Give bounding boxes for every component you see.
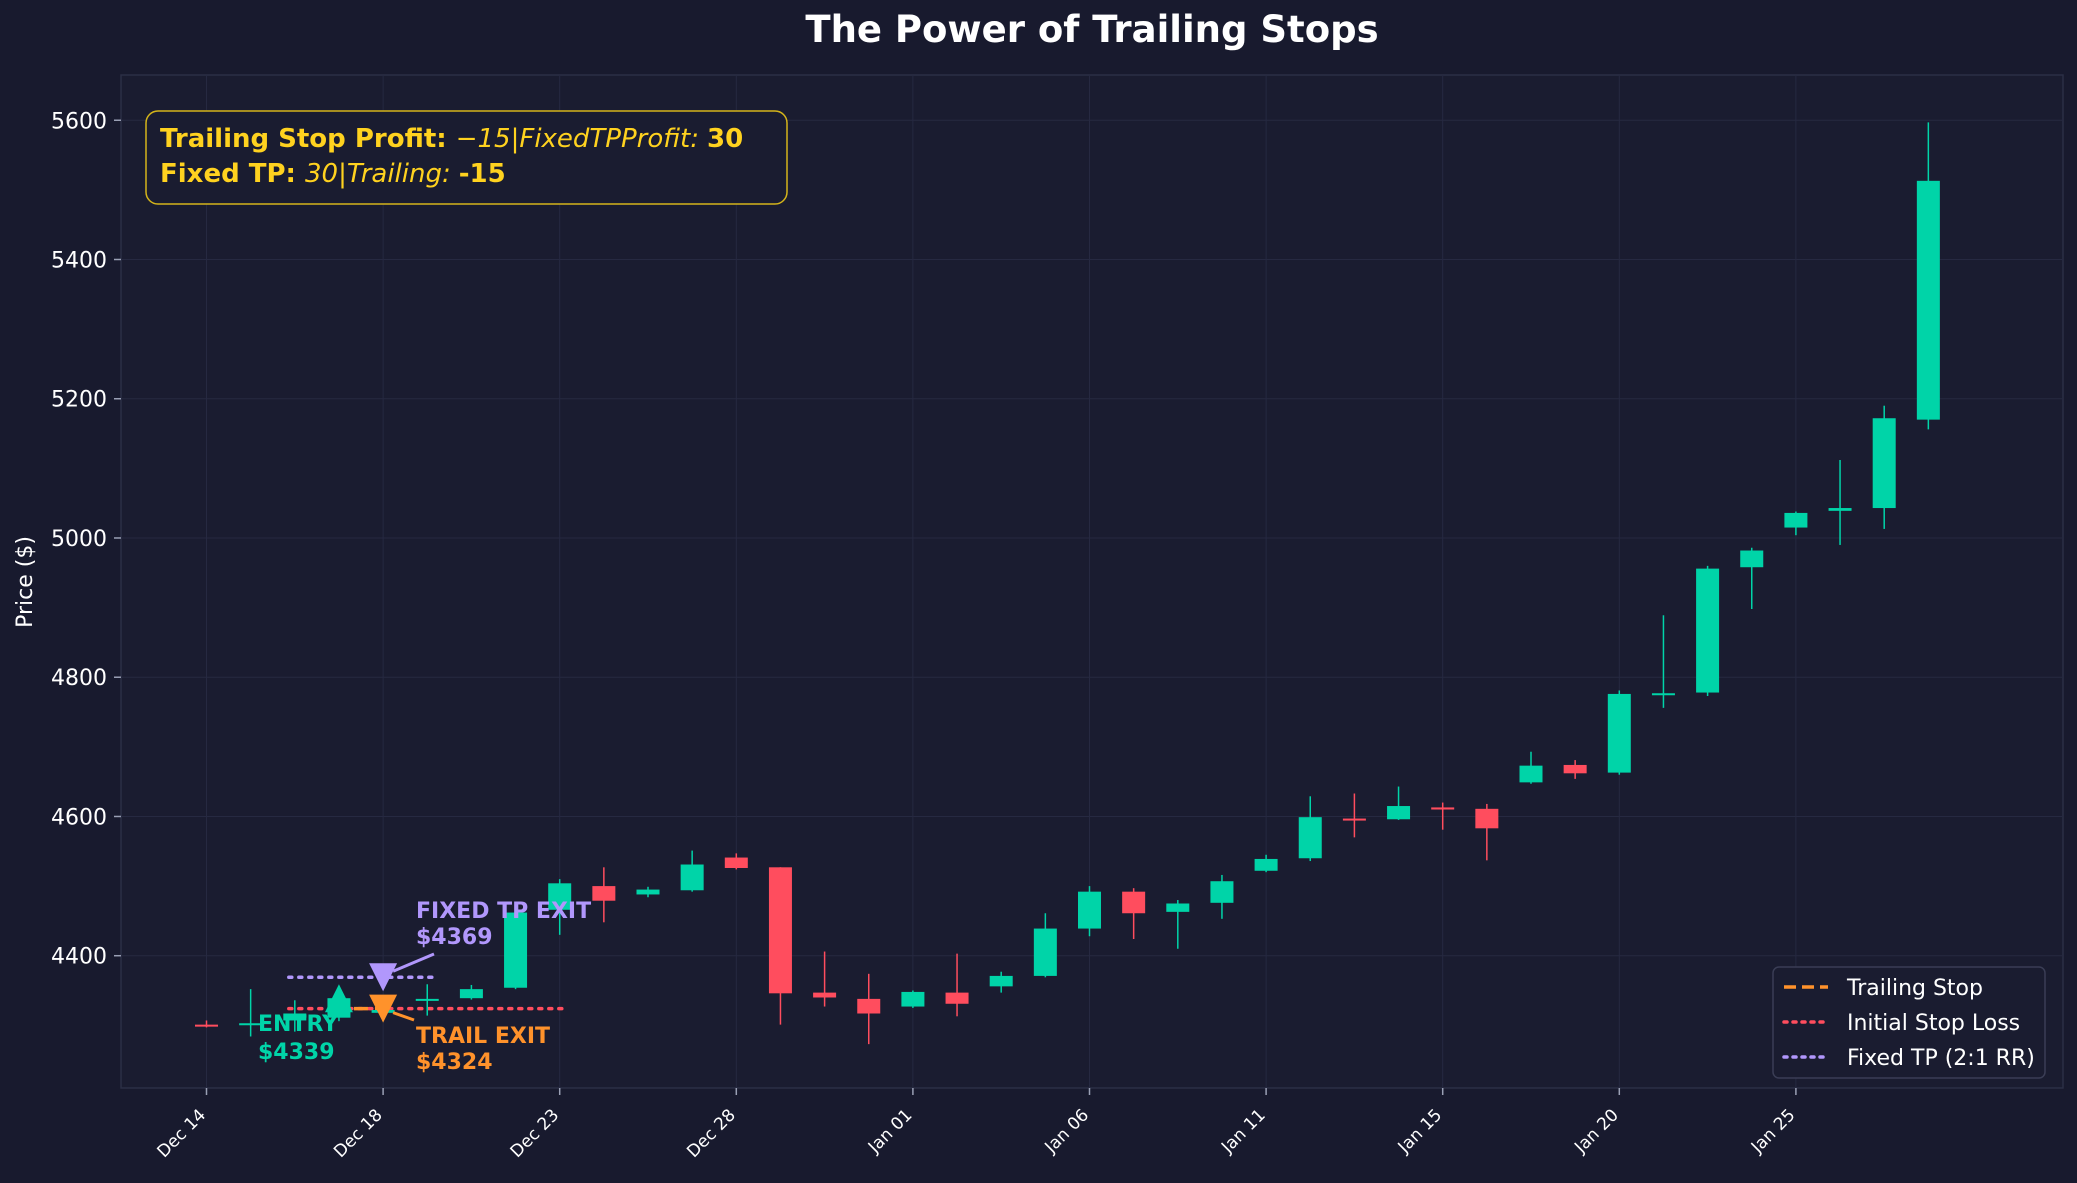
grid: [121, 75, 2063, 1088]
candle-body: [283, 1013, 307, 1021]
candle-body: [195, 1024, 218, 1027]
fixed-tp-arrow: [392, 952, 435, 973]
candle-body: [1033, 928, 1057, 976]
trail-exit-arrow: [392, 1011, 415, 1022]
trail-exit-label: TRAIL EXIT: [416, 1024, 550, 1049]
legend-label-initial-stop: Initial Stop Loss: [1847, 1011, 2020, 1036]
chart-title: The Power of Trailing Stops: [805, 8, 1378, 51]
candle-body: [239, 1023, 263, 1026]
y-tick-label: 5600: [51, 109, 107, 134]
candle-body: [1651, 693, 1675, 696]
candle-body: [1342, 818, 1366, 821]
fixed-tp-exit-marker-icon: [369, 963, 398, 992]
candle-body: [1298, 817, 1322, 859]
candle-body: [1916, 180, 1940, 420]
candle-body: [1254, 858, 1278, 871]
candle-body: [1828, 508, 1852, 511]
candle-body: [592, 886, 616, 901]
candle-body: [1431, 807, 1455, 810]
candle-body: [1784, 512, 1808, 528]
legend-label-fixed-tp: Fixed TP (2:1 RR): [1847, 1046, 2035, 1071]
info-line-1: Trailing Stop Profit: −15|FixedTPProfit:…: [160, 124, 743, 154]
candle-body: [1563, 764, 1587, 774]
info-line-1-math: −15|FixedTPProfit:: [456, 124, 699, 154]
candle-body: [1210, 881, 1234, 903]
y-tick-label: 5200: [51, 388, 107, 413]
info-line-2-value: -15: [459, 159, 506, 189]
candle-body: [945, 992, 969, 1004]
candle-body: [1475, 808, 1499, 829]
trail-exit-price-label: $4324: [416, 1050, 493, 1075]
trail-exit-marker-icon: [369, 994, 398, 1023]
entry-price-label: $4339: [258, 1040, 335, 1065]
candle-body: [1166, 903, 1190, 912]
candle-body: [989, 975, 1013, 987]
candle-body: [504, 912, 528, 988]
legend-label-trailing-stop: Trailing Stop: [1846, 976, 1983, 1001]
info-line-2-label: Fixed TP:: [160, 159, 305, 189]
candle-body: [724, 857, 748, 868]
fixed-tp-exit-label: FIXED TP EXIT: [416, 899, 591, 924]
fixed-tp-exit-price-label: $4369: [416, 925, 493, 950]
candle-body: [1607, 693, 1631, 773]
candle-body: [1519, 765, 1543, 783]
y-tick-label: 5000: [51, 527, 107, 552]
info-box: Trailing Stop Profit: −15|FixedTPProfit:…: [145, 110, 788, 205]
info-line-2: Fixed TP: 30|Trailing: -15: [160, 159, 506, 189]
y-tick-label: 4800: [51, 666, 107, 691]
candle-body: [857, 998, 881, 1014]
candle-body: [680, 864, 704, 891]
candle-body: [1740, 550, 1764, 568]
candle-body: [415, 998, 439, 1001]
info-line-2-math: 30|Trailing:: [305, 159, 451, 189]
legend: Trailing Stop Initial Stop Loss Fixed TP…: [1772, 966, 2046, 1079]
candles: [195, 122, 1940, 1045]
candle-body: [548, 883, 572, 910]
candle-body: [1872, 418, 1896, 509]
entry-label: ENTRY: [258, 1012, 339, 1037]
legend-frame: [1772, 966, 2046, 1079]
info-line-1-value: 30: [707, 124, 743, 154]
plot-area: [120, 74, 2064, 1089]
candle-body: [459, 989, 483, 999]
y-tick-label: 4600: [51, 805, 107, 830]
candle-body: [1122, 891, 1146, 914]
candle-body: [1387, 806, 1411, 820]
trade-markers: ENTRY $4339 FIXED TP EXIT$4369 TRAIL EXIT$4…: [258, 899, 591, 1075]
y-tick-label: 5400: [51, 248, 107, 273]
candle-body: [768, 867, 792, 994]
candle-body: [1078, 891, 1101, 929]
info-box-frame: [145, 110, 788, 205]
candle-body: [813, 992, 837, 998]
candle-body: [901, 991, 925, 1007]
candle-body: [636, 889, 660, 895]
y-axis-label: Price ($): [13, 536, 38, 628]
entry-marker-icon: [324, 984, 353, 1013]
y-tick-label: 4400: [51, 945, 107, 970]
info-line-1-label: Trailing Stop Profit:: [160, 124, 456, 154]
candle-body: [1696, 568, 1720, 693]
